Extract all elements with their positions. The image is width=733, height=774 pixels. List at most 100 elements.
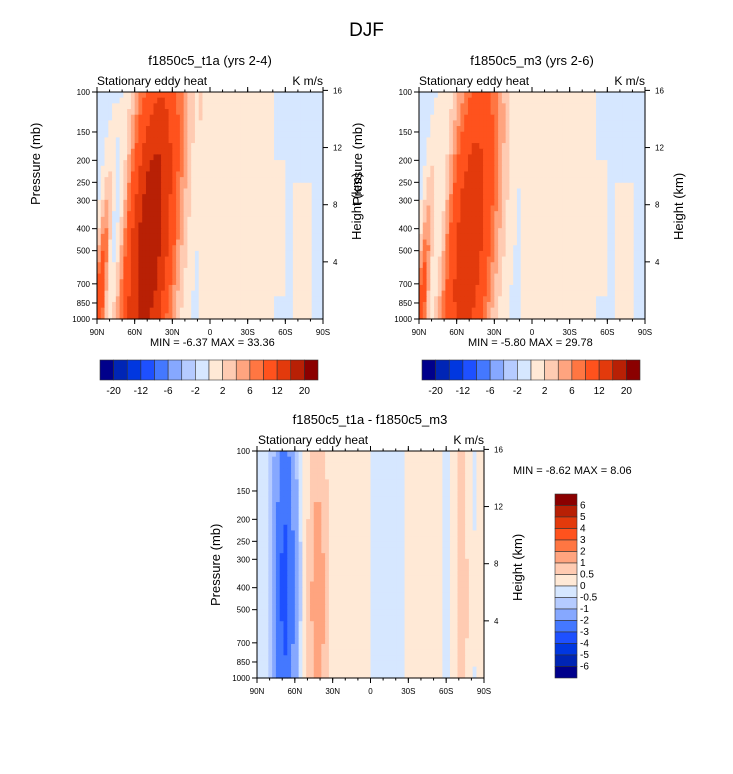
field-cell	[490, 154, 495, 161]
field-cell	[281, 177, 286, 184]
field-cell	[194, 290, 200, 297]
field-cell	[516, 126, 522, 133]
field-cell	[513, 126, 518, 133]
field-cell	[289, 233, 294, 241]
field-cell	[258, 199, 264, 207]
field-cell	[258, 296, 264, 303]
field-cell	[142, 216, 147, 224]
field-cell	[611, 182, 616, 190]
field-cell	[543, 211, 548, 218]
field-cell	[437, 290, 443, 297]
field-cell	[168, 92, 173, 99]
field-cell	[599, 301, 605, 309]
field-cell	[629, 103, 635, 110]
field-cell	[243, 296, 249, 303]
field-cell	[580, 250, 586, 258]
field-cell	[437, 211, 443, 218]
field-cell	[274, 143, 279, 150]
field-cell	[550, 301, 556, 309]
field-cell	[292, 137, 298, 144]
field-cell	[161, 131, 166, 138]
field-cell	[112, 148, 117, 156]
field-cell	[614, 143, 620, 150]
field-cell	[614, 301, 620, 309]
field-cell	[168, 290, 173, 297]
field-cell	[486, 273, 492, 280]
field-cell	[319, 182, 324, 190]
field-cell	[213, 103, 219, 110]
field-cell	[501, 171, 507, 178]
field-cell	[292, 296, 298, 303]
field-cell	[622, 182, 627, 190]
field-cell	[130, 120, 136, 127]
field-cell	[441, 279, 446, 286]
field-cell	[641, 103, 646, 110]
field-cell	[441, 131, 446, 138]
field-cell	[198, 256, 204, 263]
field-cell	[419, 211, 424, 218]
field-cell	[319, 245, 324, 252]
field-cell	[509, 126, 514, 133]
field-cell	[119, 109, 124, 116]
field-cell	[202, 313, 207, 320]
field-cell	[281, 228, 286, 235]
field-cell	[112, 290, 117, 297]
field-cell	[289, 92, 294, 99]
field-cell	[452, 131, 458, 138]
field-cell	[592, 233, 597, 241]
field-cell	[550, 137, 556, 144]
field-cell	[505, 267, 510, 275]
field-cell	[123, 239, 128, 246]
field-cell	[419, 228, 424, 235]
field-cell	[240, 267, 245, 275]
field-cell	[194, 301, 200, 309]
field-cell	[187, 296, 192, 303]
field-cell	[430, 126, 435, 133]
field-cell	[134, 250, 140, 258]
field-cell	[157, 284, 162, 292]
field-cell	[168, 171, 173, 178]
field-cell	[285, 120, 290, 127]
field-cell	[127, 194, 132, 201]
field-cell	[626, 301, 631, 309]
field-cell	[520, 296, 526, 303]
field-cell	[562, 177, 567, 184]
field-cell	[157, 279, 162, 286]
field-cell	[490, 188, 495, 195]
field-cell	[622, 245, 627, 252]
field-cell	[281, 120, 286, 127]
field-cell	[486, 137, 492, 144]
field-cell	[588, 222, 593, 229]
field-cell	[307, 103, 313, 110]
field-cell	[588, 177, 593, 184]
field-cell	[221, 256, 226, 263]
field-cell	[494, 296, 499, 303]
field-cell	[292, 245, 298, 252]
field-cell	[539, 284, 544, 292]
field-cell	[100, 188, 106, 195]
field-cell	[528, 194, 533, 201]
field-cell	[532, 143, 537, 150]
field-cell	[187, 160, 192, 167]
field-cell	[296, 301, 301, 309]
field-cell	[490, 307, 495, 314]
field-cell	[543, 154, 548, 161]
field-cell	[486, 177, 492, 184]
field-cell	[494, 313, 499, 320]
field-cell	[100, 290, 106, 297]
field-cell	[232, 114, 237, 121]
field-cell	[599, 284, 605, 292]
field-cell	[539, 120, 544, 127]
field-cell	[217, 143, 222, 150]
field-cell	[251, 290, 256, 297]
field-cell	[520, 290, 526, 297]
field-cell	[191, 228, 196, 235]
field-cell	[618, 120, 623, 127]
field-cell	[422, 211, 428, 218]
y-tick-label: 250	[77, 178, 91, 187]
field-cell	[599, 97, 605, 104]
field-cell	[569, 296, 575, 303]
field-cell	[119, 92, 124, 99]
field-cell	[596, 239, 601, 246]
field-cell	[138, 137, 143, 144]
